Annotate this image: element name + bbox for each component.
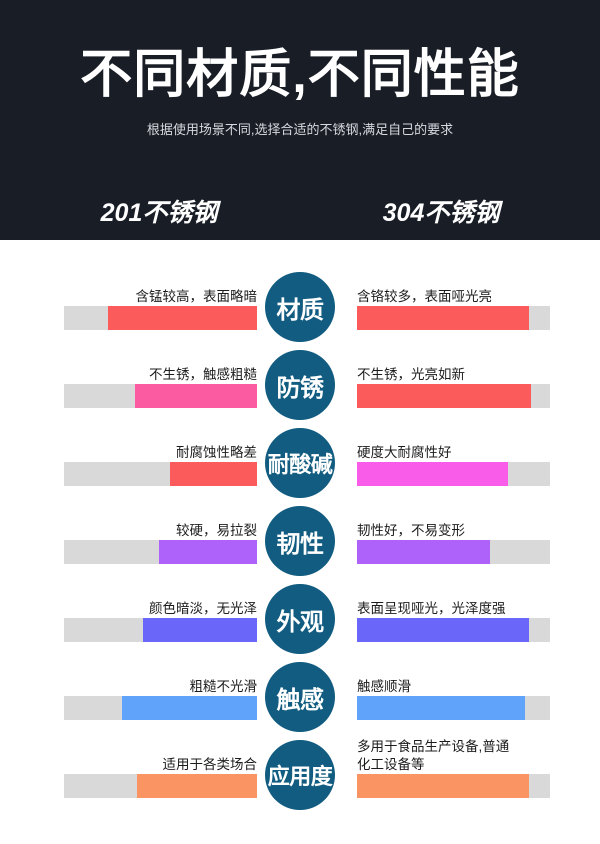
page-subtitle: 根据使用场景不同,选择合适的不锈钢,满足自己的要求 [146,122,454,137]
category-badge: 耐酸碱 [265,428,335,498]
bar-track-left [64,462,257,486]
bar-track-left [64,618,257,642]
row-caption-left: 粗糙不光滑 [189,679,258,694]
bar-track-right [357,618,550,642]
row-caption-left: 含锰较高，表面略暗 [135,289,258,304]
bar-track-right [357,774,550,798]
bar-fill-right [357,384,531,408]
bar-track-left [64,540,257,564]
bar-track-right [357,306,550,330]
row-caption-left: 适用于各类场合 [162,757,258,772]
row-caption-right: 韧性好，不易变形 [357,523,465,538]
bar-fill-right [357,462,508,486]
comparison-row: 含锰较高，表面略暗 含铬较多，表面哑光亮 材质 [0,254,600,342]
row-caption-left: 不生锈，触感粗糙 [149,367,257,382]
comparison-row: 颜色暗淡，无光泽 表面呈现哑光，光泽度强 外观 [0,566,600,654]
bar-track-right [357,462,550,486]
bar-fill-left [143,618,257,642]
bar-fill-left [137,774,257,798]
row-caption-right: 表面呈现哑光，光泽度强 [357,601,506,616]
row-caption-right: 触感顺滑 [357,679,411,694]
bar-track-left [64,384,257,408]
bar-track-left [64,774,257,798]
comparison-table: 含锰较高，表面略暗 含铬较多，表面哑光亮 材质 不生锈，触感粗糙 不生锈，光亮如新 防锈耐… [0,240,600,844]
category-badge: 防锈 [265,350,335,420]
bar-fill-left [170,462,257,486]
bar-fill-right [357,696,525,720]
bar-fill-left [135,384,257,408]
column-header-right: 304不锈钢 [382,199,500,227]
bar-fill-left [121,696,257,720]
comparison-row: 不生锈，触感粗糙 不生锈，光亮如新 防锈 [0,332,600,420]
category-badge: 外观 [265,584,335,654]
row-caption-left: 耐腐蚀性略差 [176,445,257,460]
category-badge: 应用度 [265,740,335,810]
row-caption-left: 较硬，易拉裂 [176,523,257,538]
bar-fill-right [357,306,529,330]
bar-fill-right [357,540,491,564]
comparison-row: 较硬，易拉裂 韧性好，不易变形 韧性 [0,488,600,576]
bar-track-right [357,384,550,408]
column-header-left: 201不锈钢 [100,199,218,227]
bar-fill-right [357,774,529,798]
category-badge: 材质 [265,272,335,342]
bar-track-left [64,696,257,720]
row-caption-right: 不生锈，光亮如新 [357,367,465,382]
comparison-row: 耐腐蚀性略差 硬度大耐腐性好 耐酸碱 [0,410,600,498]
header-banner: 不同材质,不同性能 根据使用场景不同,选择合适的不锈钢,满足自己的要求 201不… [0,0,600,240]
category-badge: 韧性 [265,506,335,576]
comparison-row: 适用于各类场合 多用于食品生产设备,普通 化工设备等 应用度 [0,722,600,810]
category-badge: 触感 [265,662,335,732]
row-caption-right: 多用于食品生产设备,普通 化工设备等 [357,739,510,772]
bar-track-left [64,306,257,330]
row-caption-left: 颜色暗淡，无光泽 [149,601,257,616]
bar-track-right [357,540,550,564]
comparison-row: 粗糙不光滑 触感顺滑 触感 [0,644,600,732]
bar-fill-left [108,306,257,330]
row-caption-right: 含铬较多，表面哑光亮 [357,289,492,304]
bar-track-right [357,696,550,720]
page-title: 不同材质,不同性能 [80,46,520,104]
row-caption-right: 硬度大耐腐性好 [357,445,452,460]
bar-fill-left [158,540,257,564]
bar-fill-right [357,618,529,642]
